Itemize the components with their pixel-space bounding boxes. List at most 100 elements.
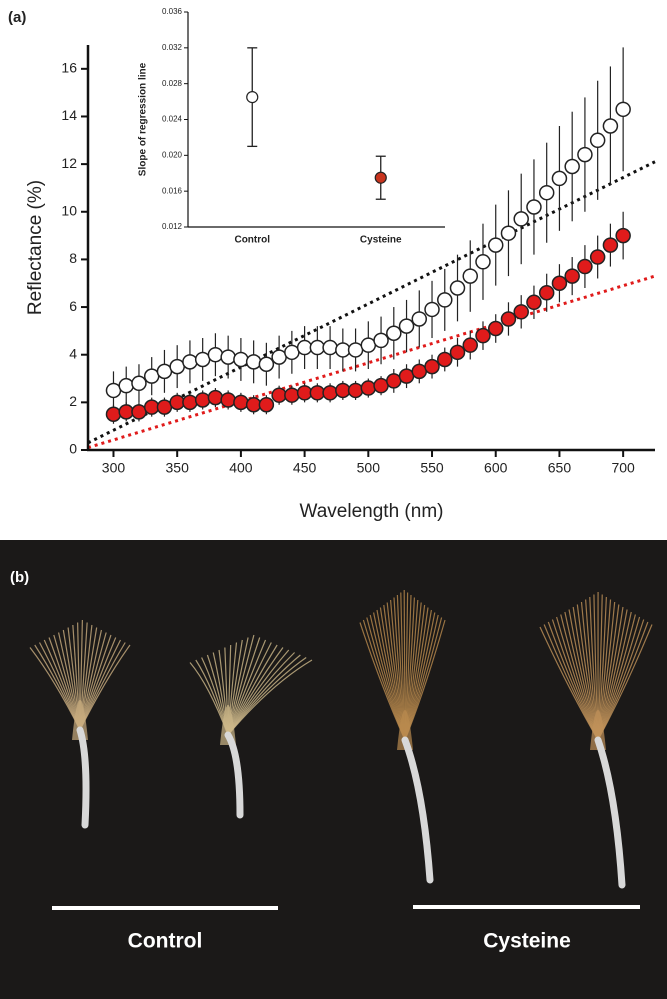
point	[373, 377, 389, 394]
feather-body	[72, 700, 88, 740]
point	[589, 132, 606, 149]
point	[424, 301, 440, 318]
point	[105, 406, 122, 423]
x-tick-label: 550	[420, 460, 444, 476]
y-tick-label: 4	[69, 345, 77, 361]
point	[526, 294, 542, 311]
point	[207, 346, 224, 363]
feathers	[29, 589, 653, 889]
point	[513, 304, 529, 320]
point	[347, 382, 364, 399]
point	[220, 349, 236, 365]
point	[386, 325, 402, 342]
point	[309, 385, 326, 401]
point	[398, 368, 415, 384]
point	[373, 332, 389, 349]
barb	[227, 659, 313, 736]
point	[182, 354, 198, 370]
point	[602, 237, 619, 253]
point	[360, 380, 377, 396]
point	[245, 396, 262, 413]
y-tick-label: 0.016	[162, 186, 183, 195]
panel-label: (b)	[10, 569, 29, 586]
point	[577, 258, 593, 275]
point	[271, 387, 287, 403]
point	[577, 146, 593, 163]
x-tick-label: 600	[484, 460, 508, 476]
point	[462, 337, 478, 353]
y-tick-label: 2	[69, 393, 77, 409]
point	[322, 339, 338, 356]
trend-line	[87, 160, 656, 445]
y-tick-label: 0.036	[162, 7, 183, 16]
y-tick-label: 16	[61, 60, 77, 76]
point	[156, 399, 173, 415]
point	[233, 351, 249, 368]
point	[500, 225, 517, 241]
point	[207, 389, 224, 406]
point	[538, 184, 555, 201]
panel-label: (a)	[8, 9, 26, 26]
quill	[224, 731, 244, 819]
point	[487, 237, 504, 253]
point	[487, 320, 504, 337]
quill	[401, 736, 434, 884]
group-label: Control	[128, 930, 203, 953]
point	[131, 375, 147, 392]
y-tick-label: 0.020	[162, 150, 183, 159]
point	[513, 211, 529, 227]
y-tick-label: 6	[69, 298, 77, 314]
point	[374, 171, 387, 184]
point	[551, 170, 568, 187]
y-axis-title: Reflectance (%)	[25, 180, 46, 315]
x-tick-label: 700	[611, 460, 635, 476]
y-tick-label: 0	[69, 441, 77, 457]
point	[347, 342, 364, 358]
point	[220, 392, 236, 408]
point	[284, 387, 300, 403]
point	[360, 337, 377, 353]
point	[411, 363, 428, 380]
point	[602, 118, 619, 134]
point	[271, 349, 287, 365]
photo-background	[0, 540, 667, 999]
point	[156, 363, 173, 380]
point	[449, 344, 466, 361]
point	[194, 392, 211, 408]
quill	[76, 726, 90, 829]
point	[246, 91, 259, 104]
point	[194, 351, 211, 368]
trend-line	[87, 274, 656, 450]
point	[335, 342, 351, 358]
point	[233, 394, 249, 411]
point	[169, 358, 185, 375]
point	[258, 396, 275, 413]
point	[398, 318, 415, 334]
point	[564, 268, 580, 284]
point	[437, 351, 453, 368]
point	[615, 227, 631, 244]
x-tick-label: 350	[166, 460, 190, 476]
y-tick-label: 0.024	[162, 115, 183, 124]
point	[475, 254, 491, 270]
point	[551, 275, 568, 291]
x-axis-title: Wavelength (nm)	[300, 501, 444, 522]
point	[538, 285, 555, 301]
y-tick-label: 0.012	[162, 222, 183, 231]
point	[335, 382, 351, 399]
point	[462, 268, 478, 284]
point	[386, 373, 402, 389]
y-tick-label: 8	[69, 250, 77, 266]
x-tick-label: 650	[548, 460, 572, 476]
y-axis-title: Slope of regression line	[138, 62, 149, 176]
point	[475, 327, 491, 344]
point	[449, 280, 466, 296]
x-tick-label: 450	[293, 460, 317, 476]
point	[296, 385, 313, 401]
point	[169, 394, 185, 411]
point	[118, 404, 134, 420]
point	[245, 354, 262, 370]
point	[424, 358, 440, 375]
